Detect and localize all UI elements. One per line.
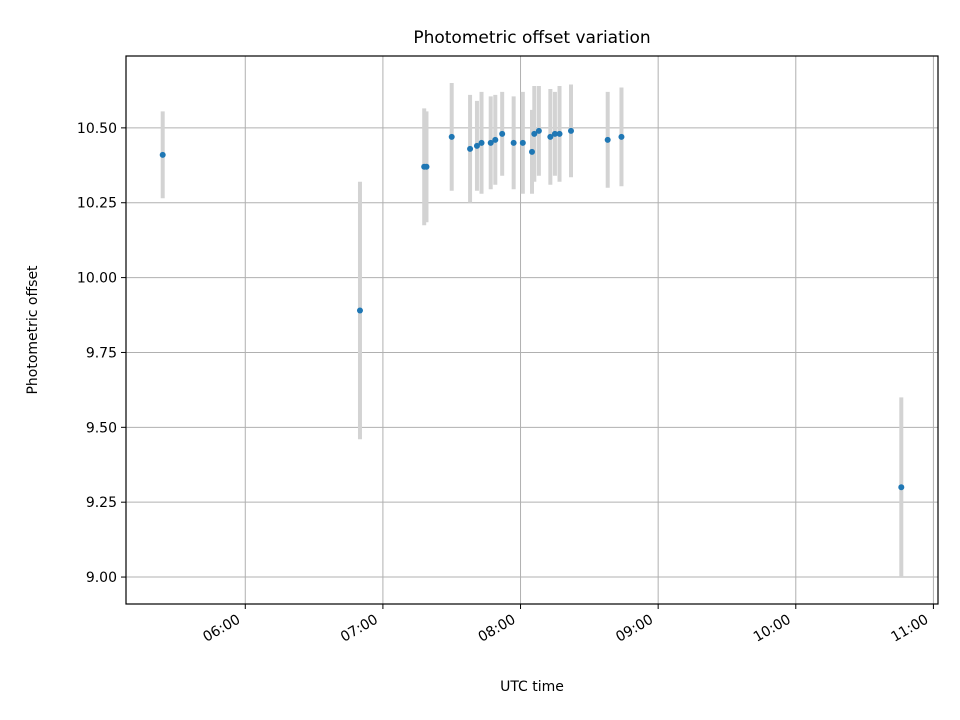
- data-point: [487, 139, 494, 146]
- x-axis-label: UTC time: [500, 679, 564, 695]
- data-point: [531, 130, 538, 137]
- y-tick-label: 10.00: [77, 271, 117, 287]
- data-point: [898, 484, 905, 491]
- plot-frame: [125, 55, 939, 605]
- y-tick-label: 9.00: [86, 570, 117, 586]
- chart-title: Photometric offset variation: [413, 28, 650, 48]
- data-point: [478, 139, 485, 146]
- data-point: [618, 133, 625, 140]
- data-point: [547, 133, 554, 140]
- data-point: [519, 139, 526, 146]
- data-point: [567, 127, 574, 134]
- y-axis-label: Photometric offset: [25, 265, 41, 395]
- grid-lines: [126, 56, 938, 604]
- data-point: [467, 145, 474, 152]
- y-tick-label: 10.25: [77, 196, 117, 212]
- data-point: [492, 136, 499, 143]
- data-point: [473, 142, 480, 149]
- y-tick-label: 9.75: [86, 345, 117, 361]
- data-point: [448, 133, 455, 140]
- data-point: [551, 130, 558, 137]
- data-point: [535, 127, 542, 134]
- y-tick-label: 10.50: [77, 121, 117, 137]
- data-points: [159, 127, 905, 491]
- data-point: [499, 130, 506, 137]
- data-point: [356, 307, 363, 314]
- data-point: [510, 139, 517, 146]
- y-tick-label: 9.25: [86, 495, 117, 511]
- data-point: [529, 148, 535, 155]
- y-axis-ticks: 9.00 9.25 9.50 9.75 10.00 10.25 10.50: [77, 121, 126, 586]
- data-point: [423, 163, 430, 170]
- data-point: [556, 130, 563, 137]
- data-point: [604, 136, 611, 143]
- y-tick-label: 9.50: [86, 420, 117, 436]
- data-point: [159, 151, 166, 158]
